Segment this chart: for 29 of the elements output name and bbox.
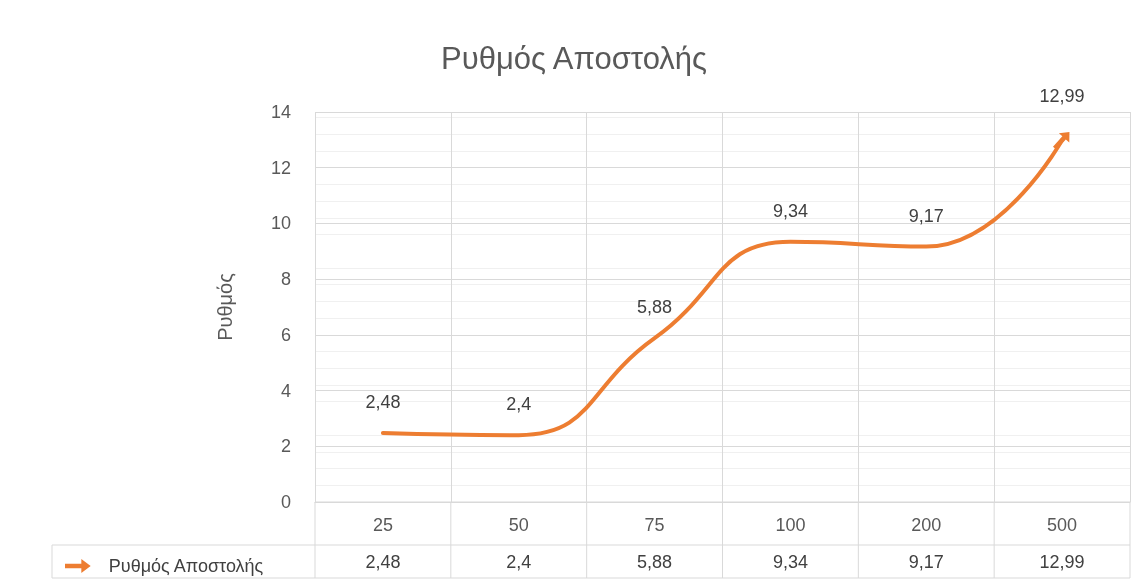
text: 9,17 [908,205,944,226]
x-tick-label: 200 [911,515,942,535]
y-tick-label: 2 [280,436,291,457]
x-tick-label: 100 [775,515,806,535]
y-tick-label: 6 [280,324,291,345]
chart-title: Ρυθμός Αποστολής [441,41,707,76]
text: 2,4 [506,394,532,415]
data-label: 2,48 [365,552,401,572]
y-tick-label: 8 [280,269,291,290]
legend-label: Ρυθμός Αποστολής [108,556,264,576]
x-tick-label: 500 [1047,515,1078,535]
text: 2,48 [365,391,401,412]
text: 5,88 [637,297,673,318]
data-label: 9,34 [772,552,808,572]
text: 9,34 [772,200,808,221]
y-axis-title: Ρυθμός [214,272,236,341]
y-tick-label: 10 [270,213,291,234]
x-tick-label: 50 [508,515,529,535]
data-label: 5,88 [637,552,673,572]
x-tick-label: 25 [372,515,393,535]
data-label: 12,99 [1039,552,1085,572]
data-label: 2,4 [506,552,532,572]
y-tick-label: 4 [280,380,291,401]
y-tick-label: 12 [270,157,291,178]
data-label: 9,17 [908,552,944,572]
x-tick-label: 75 [644,515,665,535]
y-tick-label: 0 [280,492,291,512]
y-tick-label: 14 [270,102,291,122]
text: 12,99 [1039,86,1085,107]
